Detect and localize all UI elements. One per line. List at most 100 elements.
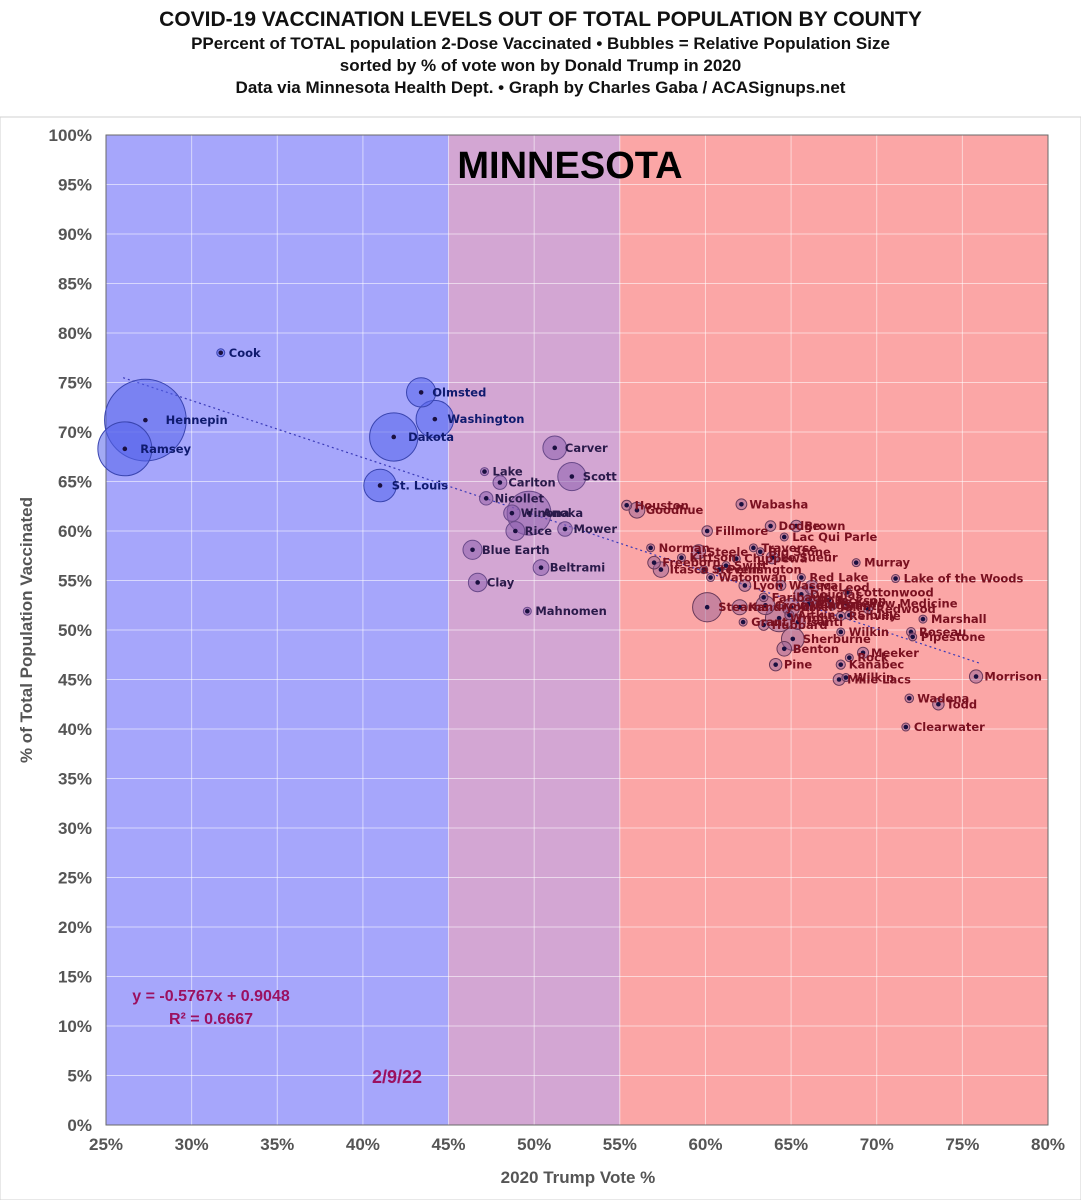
county-label: Big Stone — [768, 545, 831, 559]
county-label: Wilkin — [849, 625, 889, 639]
y-tick-label: 80% — [58, 324, 92, 343]
county-label: Steele — [707, 545, 748, 559]
county-label: Martin — [816, 597, 859, 611]
x-tick-label: 65% — [774, 1135, 808, 1154]
county-label: Wilkin — [854, 671, 894, 685]
county-point — [513, 528, 518, 534]
county-label: Fillmore — [715, 524, 768, 538]
county-point — [723, 563, 729, 568]
county-point — [853, 560, 859, 565]
county-label: Le Sueur — [780, 551, 838, 565]
county-point — [836, 677, 842, 682]
y-tick-label: 55% — [58, 572, 92, 591]
county-point — [696, 549, 701, 555]
trendline-r2: R² = 0.6667 — [169, 1011, 253, 1028]
county-label: Freeborn — [662, 556, 720, 570]
county-label: McLeod — [820, 580, 870, 594]
county-label: Cottonwood — [856, 585, 934, 599]
y-tick-label: 35% — [58, 770, 92, 789]
county-label: Hubbard — [772, 618, 828, 632]
county-point — [865, 606, 871, 612]
county-point — [795, 619, 801, 625]
county-point — [483, 496, 489, 501]
county-point — [761, 595, 766, 600]
county-label: Mille Lacs — [847, 673, 911, 687]
county-label: Swift — [734, 559, 768, 573]
county-label: Grant — [840, 599, 877, 613]
county-label: Roseau — [919, 625, 966, 639]
y-tick-label: 0% — [67, 1116, 92, 1135]
county-label: Winona — [521, 506, 570, 520]
trendline-equation: y = -0.5767x + 0.9048 — [132, 988, 290, 1005]
county-point — [778, 583, 784, 588]
county-label: Jackson — [836, 593, 886, 607]
county-label: Waseca — [789, 578, 838, 592]
county-point — [525, 608, 530, 614]
county-label: Lake of the Woods — [904, 572, 1024, 586]
trendline — [122, 377, 980, 664]
county-point — [740, 619, 746, 625]
county-point — [716, 567, 722, 572]
state-label: MINNESOTA — [457, 145, 682, 187]
county-label: Mower — [574, 522, 618, 536]
county-label: Douglas — [810, 587, 863, 601]
county-point — [903, 724, 909, 730]
y-tick-label: 30% — [58, 819, 92, 838]
x-tick-label: 35% — [260, 1135, 294, 1154]
county-label: Marshall — [931, 612, 987, 626]
county-label: Goodhue — [646, 503, 704, 517]
county-point — [773, 662, 778, 667]
county-point — [829, 603, 835, 609]
county-point — [708, 575, 713, 580]
county-point — [847, 655, 852, 661]
county-label: Pipestone — [921, 630, 986, 644]
x-tick-label: 60% — [688, 1135, 722, 1154]
county-label: Scott — [583, 470, 617, 484]
y-tick-label: 40% — [58, 720, 92, 739]
county-label: Ramsey — [140, 442, 191, 456]
county-point — [790, 636, 796, 642]
county-label: Houston — [635, 498, 689, 512]
county-point — [761, 622, 766, 628]
county-point — [122, 446, 128, 452]
x-tick-label: 50% — [517, 1135, 551, 1154]
county-label: Crow Wing — [775, 598, 845, 612]
county-point — [377, 483, 383, 488]
county-label: Norman — [659, 541, 710, 555]
chart-subtitle-2: sorted by % of vote won by Donald Trump … — [339, 56, 742, 75]
county-label: Todd — [946, 697, 977, 711]
county-label: Cook — [229, 346, 261, 360]
county-label: Dakota — [408, 430, 454, 444]
county-label: Beltrami — [550, 561, 605, 575]
county-label: Chippewa — [744, 552, 807, 566]
county-point — [860, 650, 866, 656]
county-label: Rice — [525, 524, 553, 538]
y-tick-label: 25% — [58, 869, 92, 888]
x-tick-label: 55% — [603, 1135, 637, 1154]
y-tick-label: 60% — [58, 522, 92, 541]
county-label: Wabasha — [749, 497, 808, 511]
county-label: Carlton — [508, 475, 555, 489]
y-tick-label: 15% — [58, 968, 92, 987]
y-tick-label: 70% — [58, 423, 92, 442]
x-tick-label: 25% — [89, 1135, 123, 1154]
county-point — [737, 604, 743, 610]
county-label: Wright — [790, 611, 835, 625]
county-point — [679, 555, 684, 561]
date-label: 2/9/22 — [372, 1067, 422, 1087]
county-point — [843, 600, 849, 606]
county-point — [805, 601, 811, 607]
county-point — [973, 674, 979, 679]
county-point — [651, 560, 657, 565]
x-tick-label: 30% — [175, 1135, 209, 1154]
county-label: Kittson — [689, 551, 736, 565]
x-axis-title: 2020 Trump Vote % — [501, 1168, 656, 1187]
county-label: Mahnomen — [535, 604, 606, 618]
county-label: Wadena — [917, 691, 969, 705]
county-point — [418, 390, 424, 395]
county-point — [634, 507, 640, 513]
county-point — [482, 469, 487, 474]
county-point — [757, 549, 763, 555]
county-point — [704, 604, 710, 610]
county-label: Grant — [751, 615, 788, 629]
